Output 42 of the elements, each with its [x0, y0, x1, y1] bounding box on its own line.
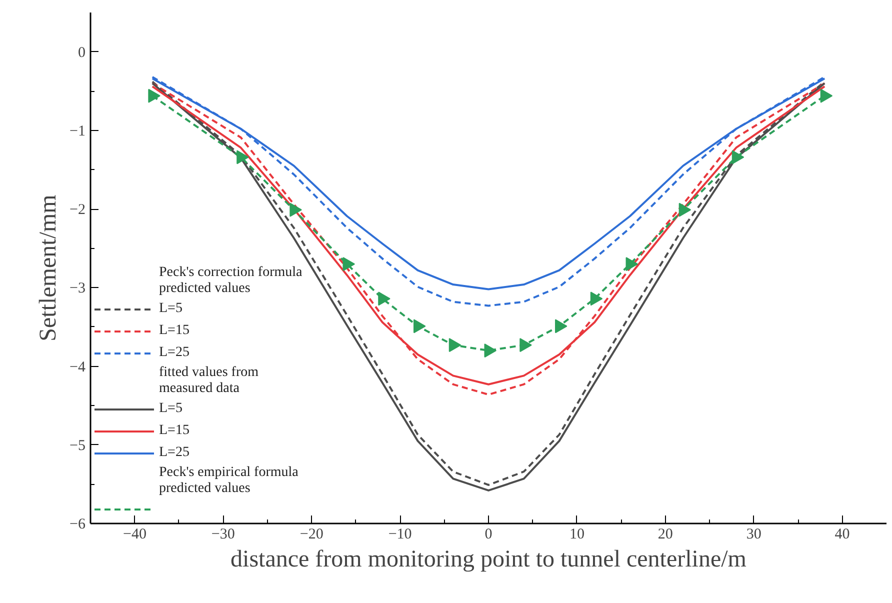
point: [820, 88, 833, 103]
x-tick-label: 0: [484, 526, 492, 542]
point: [626, 257, 638, 272]
point: [448, 338, 462, 352]
point: [148, 88, 160, 103]
y-axis-title: Settlement/mm: [36, 194, 62, 342]
x-tick-label: −10: [388, 526, 412, 542]
x-tick-label: 10: [569, 526, 584, 542]
point: [732, 150, 744, 164]
y-tick-label: −5: [70, 438, 86, 454]
point: [413, 319, 426, 334]
legend-label: L=5: [159, 401, 182, 417]
legend-label: L=15: [159, 423, 190, 439]
x-tick-label: −20: [300, 526, 324, 542]
point: [290, 202, 302, 217]
legend-label: L=5: [159, 301, 182, 317]
annotation: fitted values from measured data: [159, 365, 259, 397]
y-tick-label: −4: [70, 359, 86, 376]
y-tick-label: 0: [78, 44, 86, 61]
point: [484, 344, 497, 358]
legend-label: L=25: [159, 345, 190, 361]
legend-label: L=25: [159, 445, 190, 461]
point: [342, 257, 355, 272]
y-tick-label: −1: [70, 123, 86, 140]
x-tick-label: 30: [746, 526, 762, 542]
x-axis-title: distance from monitoring point to tunnel centerline/m: [230, 546, 747, 572]
y-tick-label: −2: [70, 202, 86, 218]
x-tick-label: −30: [211, 526, 235, 542]
x-tick-label: 20: [658, 526, 673, 542]
y-tick-label: −6: [70, 516, 86, 532]
point: [378, 292, 390, 306]
legend-label: L=15: [159, 323, 190, 339]
point: [236, 150, 249, 164]
point: [678, 202, 692, 217]
x-tick-label: 40: [834, 526, 850, 542]
annotation: Peck's empirical formula predicted values: [159, 465, 298, 497]
y-tick-label: −3: [70, 280, 86, 297]
x-tick-label: −40: [122, 526, 146, 542]
point: [590, 292, 603, 306]
point: [520, 338, 532, 352]
point: [555, 319, 568, 334]
annotation: Peck's correction formula predicted values: [159, 265, 302, 297]
